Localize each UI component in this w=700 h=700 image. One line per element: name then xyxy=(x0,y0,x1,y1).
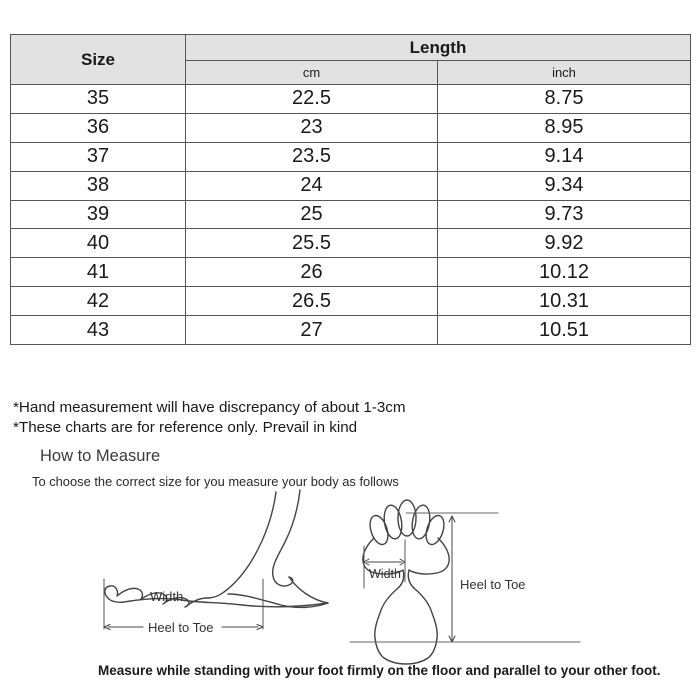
svg-text:Width: Width xyxy=(150,589,183,604)
svg-text:Heel to Toe: Heel to Toe xyxy=(148,620,214,635)
svg-text:Width: Width xyxy=(369,567,401,581)
svg-text:Heel to Toe: Heel to Toe xyxy=(460,577,526,592)
